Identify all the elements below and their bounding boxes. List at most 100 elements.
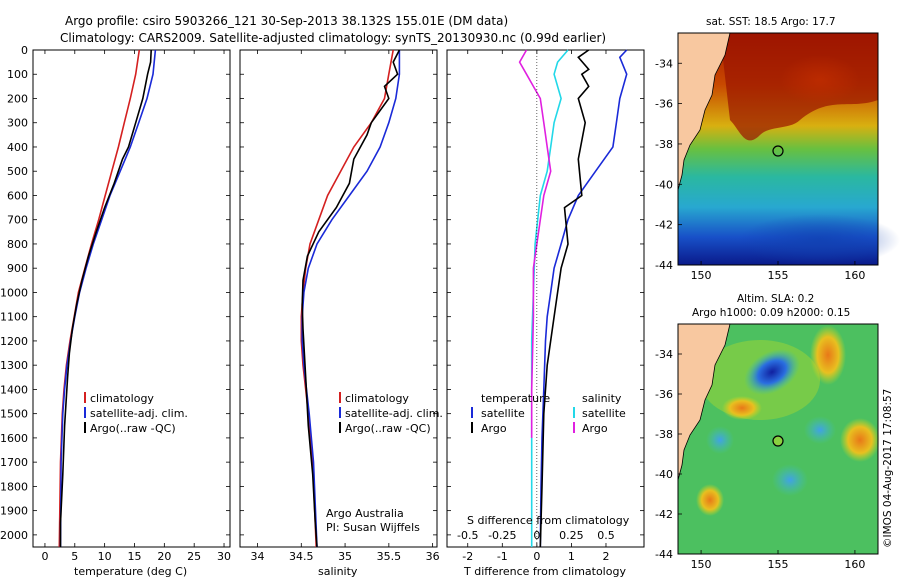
series-line-t-argo	[539, 49, 590, 548]
x-tick-label: 34.5	[289, 550, 314, 563]
s-difference-xlabel: S difference from climatology	[467, 514, 630, 527]
x-tick-label: 36	[426, 550, 440, 563]
legend-label-t-satellite: satellite	[481, 407, 525, 420]
x-tick-label: 35.5	[377, 550, 402, 563]
header-line2: Climatology: CARS2009. Satellite-adjuste…	[60, 31, 606, 45]
x-tick-label: 0	[41, 550, 48, 563]
legend-label-climatology: climatology	[90, 392, 154, 405]
header-line1: Argo profile: csiro 5903266_121 30-Sep-2…	[65, 14, 508, 28]
sla-cyan-patch	[706, 426, 734, 454]
sla-map-ticks: 150 155 160 -34 -36 -38 -40 -42 -44	[655, 348, 865, 571]
s-tick-label: 0.5	[597, 529, 615, 542]
series-line-s-argo	[518, 49, 552, 438]
legend-label-s-argo: Argo	[582, 422, 608, 435]
salinity-xlabel: salinity	[318, 565, 358, 578]
x-tick-label: -1	[497, 550, 508, 563]
map-x-tick-label: 160	[844, 558, 865, 571]
s-tick-label: -0.5	[457, 529, 478, 542]
legend-label-argo: Argo(..raw -QC)	[345, 422, 431, 435]
legend-label-t-argo: Argo	[481, 422, 507, 435]
map-y-tick-label: -42	[655, 508, 673, 521]
temperature-xlabel: temperature (deg C)	[74, 565, 187, 578]
s-tick-label: -0.25	[488, 529, 516, 542]
series-line-satellite-adj-clim-	[301, 50, 401, 548]
depth-tick-label: 0	[21, 44, 28, 57]
x-tick-label: -2	[462, 550, 473, 563]
legend-heading-salinity: salinity	[582, 392, 622, 405]
sla-map-title: Altim. SLA: 0.2	[737, 293, 814, 305]
sla-cyan-patch	[804, 416, 836, 444]
sst-cold-patch	[740, 214, 900, 266]
x-tick-label: 20	[157, 550, 171, 563]
depth-tick-label: 1300	[0, 359, 28, 372]
temperature-axes	[32, 49, 231, 548]
map-y-tick-label: -36	[655, 388, 673, 401]
land-australia	[677, 323, 731, 481]
map-y-tick-label: -38	[655, 138, 673, 151]
depth-tick-label: 400	[7, 141, 28, 154]
depth-tick-label: 1800	[0, 480, 28, 493]
x-tick-label: 0	[533, 550, 540, 563]
argo-location-marker	[772, 435, 784, 447]
legend-heading-temperature: temperature	[481, 392, 550, 405]
depth-tick-label: 2000	[0, 529, 28, 542]
depth-tick-label: 1900	[0, 505, 28, 518]
institution-label: Argo Australia	[326, 507, 404, 520]
depth-tick-label: 1200	[0, 335, 28, 348]
sst-map-title: sat. SST: 18.5 Argo: 17.7	[706, 16, 836, 28]
temperature-legend: climatology satellite-adj. clim. Argo(..…	[84, 392, 188, 435]
land-australia	[677, 32, 731, 191]
sla-blue-eddy	[744, 349, 800, 395]
depth-tick-label: 1600	[0, 432, 28, 445]
x-tick-label: 30	[217, 550, 231, 563]
map-x-tick-label: 155	[768, 558, 789, 571]
depth-tick-label: 900	[7, 262, 28, 275]
map-x-tick-label: 155	[768, 269, 789, 282]
series-line-satellite-adj-clim-	[59, 49, 157, 548]
x-tick-label: 35	[338, 550, 352, 563]
depth-tick-label: 200	[7, 92, 28, 105]
footer-credit: ©IMOS 04-Aug-2017 17:08:57	[882, 389, 894, 548]
depth-tick-label: 300	[7, 117, 28, 130]
depth-tick-label: 1100	[0, 311, 28, 324]
s-tick-label: 0	[533, 529, 540, 542]
map-y-tick-label: -34	[655, 348, 673, 361]
sst-eddy	[780, 55, 860, 105]
sst-map	[677, 32, 900, 266]
depth-tick-labels: 0 100 200 300 400 500 600 700 800 900 1000 1100 1200…	[0, 44, 644, 542]
difference-plot: -2 -1 0 1 2 -0.5 -0.25 0 0.25 0.5	[457, 49, 628, 563]
map-y-tick-label: -40	[655, 468, 673, 481]
series-line-climatology	[58, 49, 141, 548]
depth-tick-label: 700	[7, 214, 28, 227]
map-y-tick-label: -42	[655, 219, 673, 232]
argo-location-marker	[772, 145, 784, 157]
map-y-tick-label: -40	[655, 178, 673, 191]
sla-map-subtitle: Argo h1000: 0.09 h2000: 0.15	[692, 307, 850, 319]
map-x-tick-label: 150	[691, 558, 712, 571]
x-tick-label: 1	[568, 550, 575, 563]
sla-orange-eddy	[696, 484, 724, 516]
depth-tick-label: 500	[7, 165, 28, 178]
sst-map-ticks: 150 155 160 -34 -36 -38 -40 -42 -44	[655, 57, 865, 282]
sla-orange-eddy	[722, 396, 762, 420]
depth-tick-label: 1500	[0, 408, 28, 421]
x-tick-label: 2	[602, 550, 609, 563]
pi-label: PI: Susan Wijffels	[326, 521, 420, 534]
sla-map	[677, 323, 880, 555]
series-line-argo-raw-qc-	[59, 49, 152, 547]
map-x-tick-label: 150	[691, 269, 712, 282]
map-y-tick-label: -44	[655, 259, 673, 272]
difference-axes	[446, 49, 645, 548]
map-y-tick-label: -34	[655, 57, 673, 70]
map-x-tick-label: 160	[844, 269, 865, 282]
map-y-tick-label: -38	[655, 428, 673, 441]
map-y-tick-label: -44	[655, 548, 673, 561]
depth-tick-label: 800	[7, 238, 28, 251]
salinity-plot: 34 34.5 35 35.5 36	[251, 49, 440, 563]
x-tick-label: 10	[98, 550, 112, 563]
legend-label-satellite: satellite-adj. clim.	[90, 407, 188, 420]
sla-orange-eddy	[810, 325, 846, 385]
depth-tick-label: 100	[7, 68, 28, 81]
salinity-axes	[239, 49, 438, 548]
